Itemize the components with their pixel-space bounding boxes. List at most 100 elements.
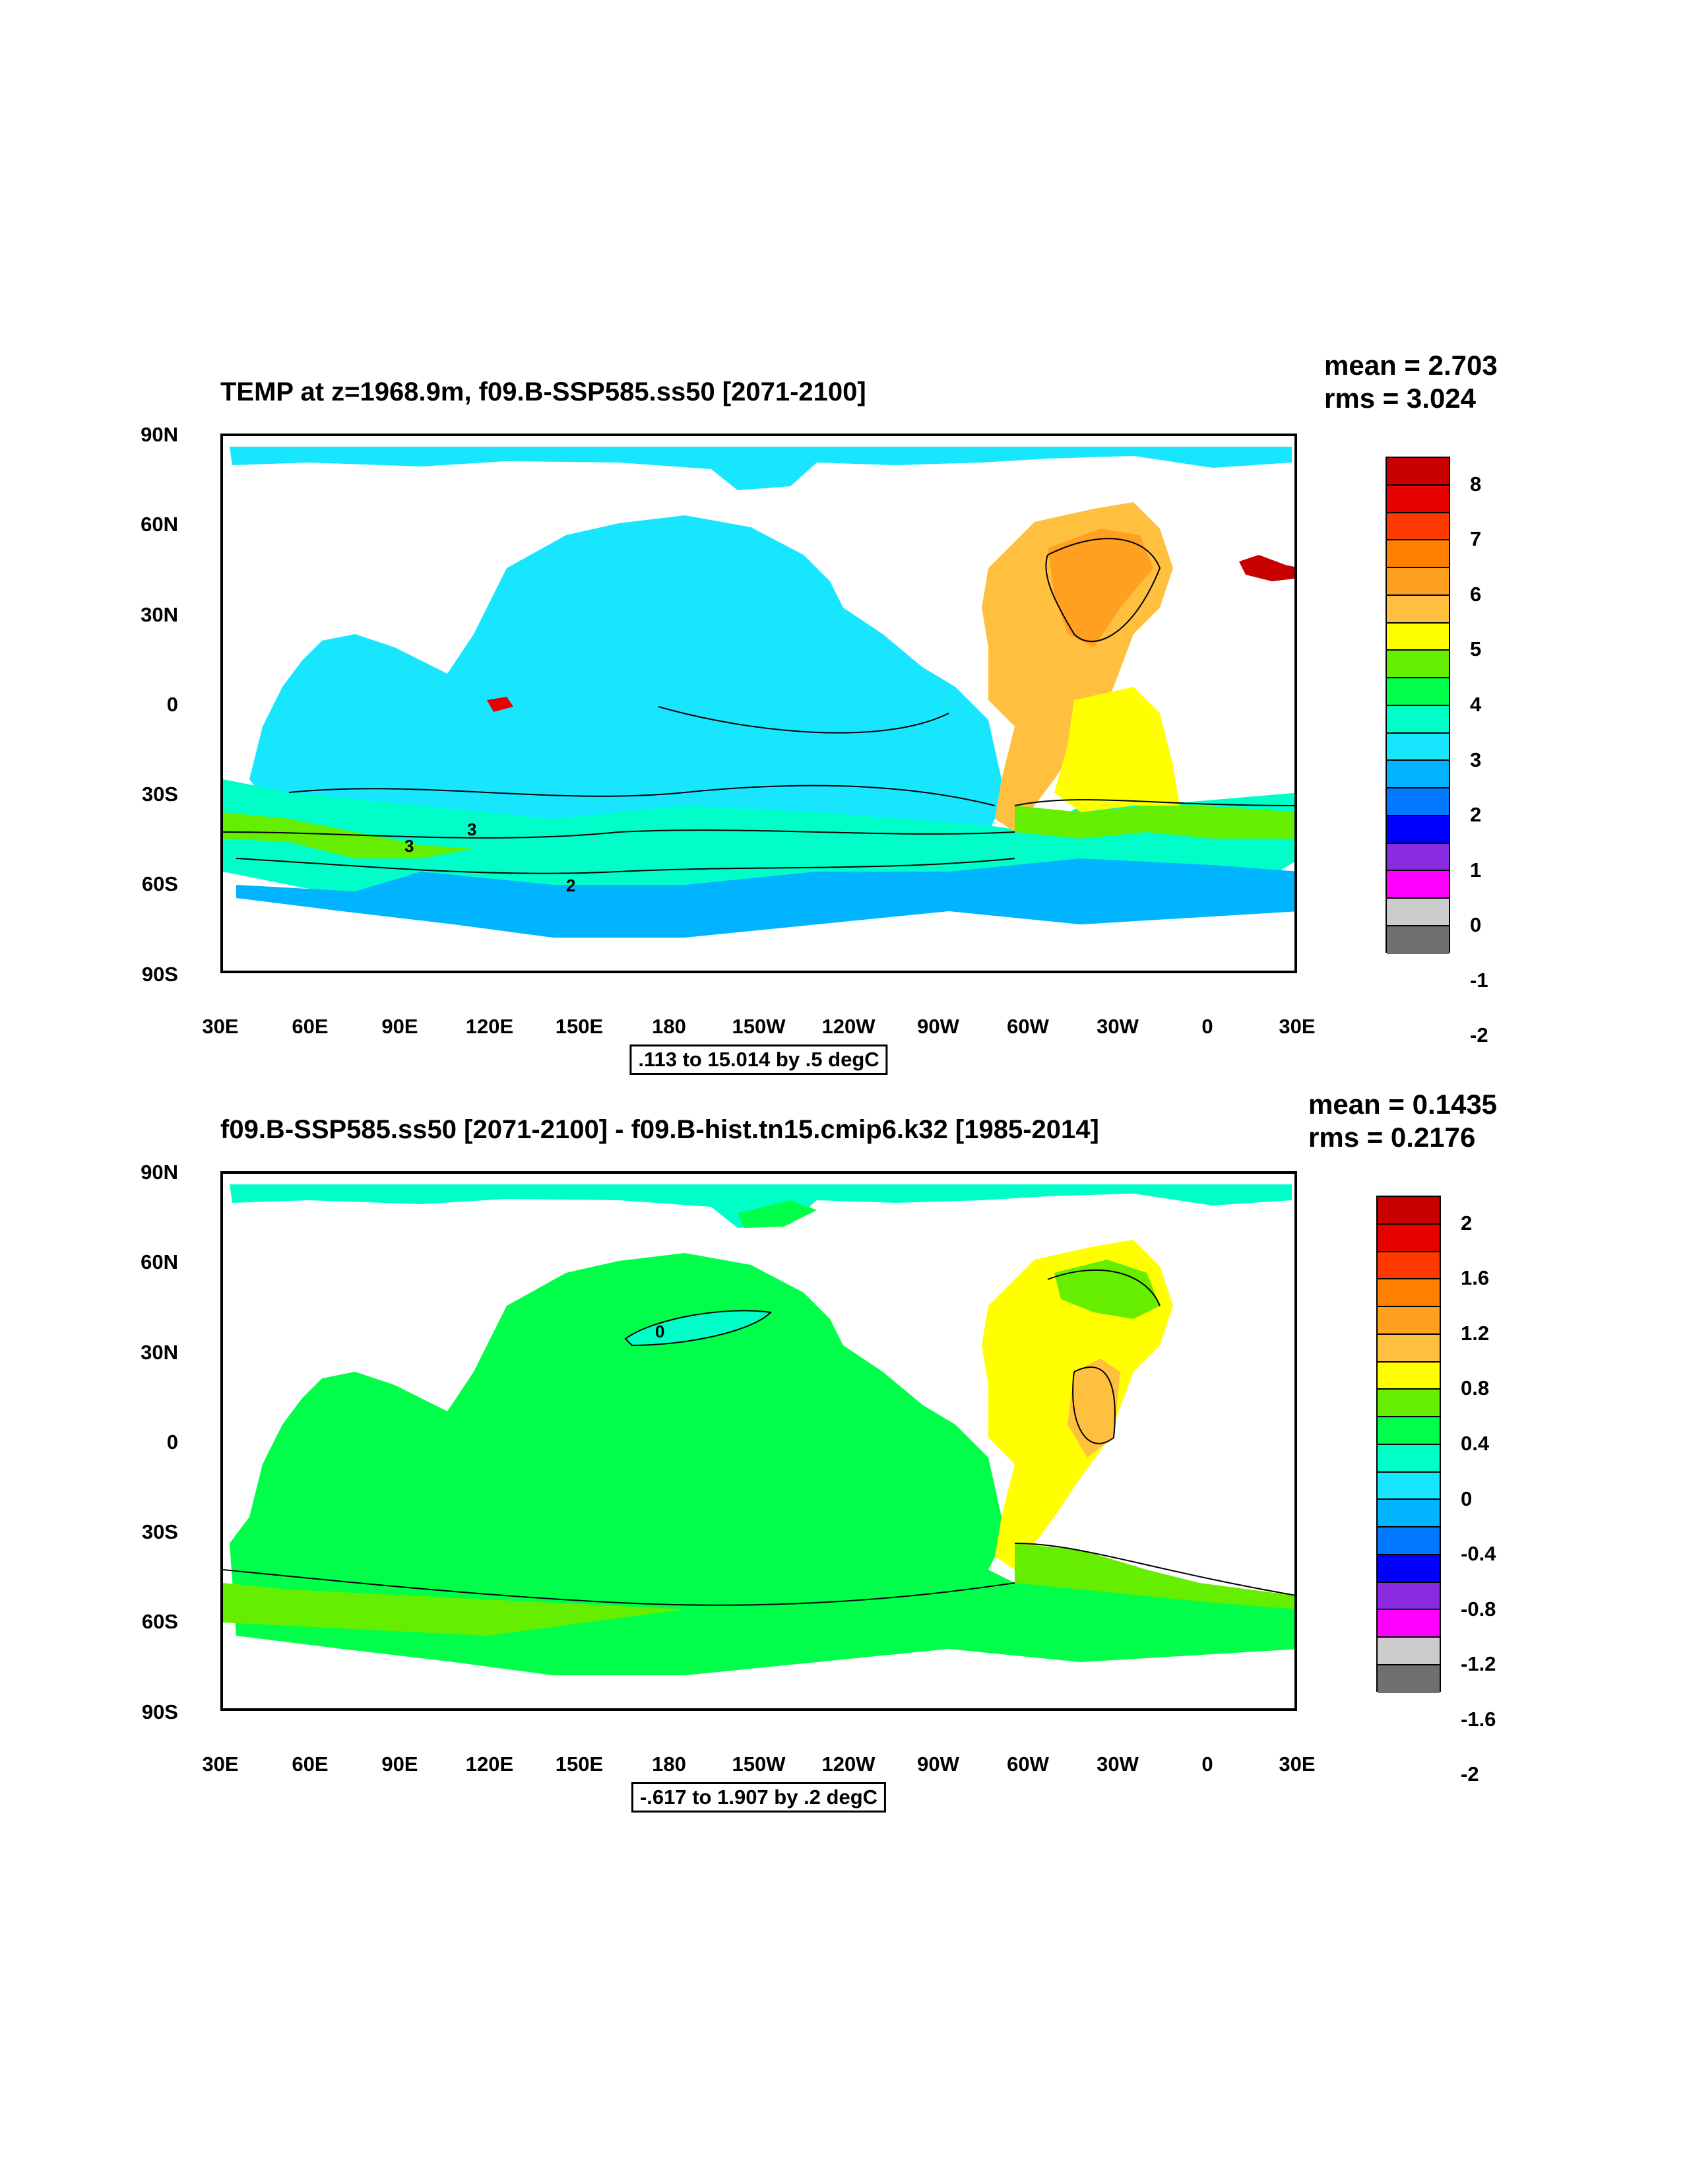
y-tick-label: 30N [141, 1341, 178, 1364]
contour-label: 3 [467, 819, 476, 839]
x-tick-label: 180 [652, 1752, 686, 1776]
pacific-ocean-region [249, 515, 1002, 839]
colorbar-swatch [1387, 651, 1449, 679]
y-tick-label: 60S [141, 1610, 178, 1633]
x-tick-label: 30W [1097, 1752, 1139, 1776]
colorbar-label: 3 [1470, 748, 1482, 771]
x-tick-label: 30E [1279, 1015, 1316, 1038]
colorbar-swatch [1378, 1252, 1440, 1280]
x-tick-label: 120E [465, 1752, 514, 1776]
x-tick-label: 60W [1007, 1015, 1049, 1038]
x-tick-label: 60E [292, 1015, 329, 1038]
x-tick-label: 150E [555, 1015, 604, 1038]
global-ocean-region [230, 1253, 1294, 1675]
colorbar-swatch [1378, 1362, 1440, 1390]
colorbar-label: 0 [1461, 1487, 1473, 1510]
colorbar-swatch [1387, 788, 1449, 816]
x-tick-label: 90W [917, 1015, 959, 1038]
colorbar-swatch [1378, 1279, 1440, 1308]
map-plot-area: 0 [220, 1171, 1297, 1711]
y-tick-label: 90S [141, 1700, 178, 1723]
colorbar-label: 4 [1470, 693, 1482, 716]
south-atlantic-band [1015, 1543, 1294, 1609]
rms-value: rms = 0.2176 [1308, 1122, 1476, 1153]
pacific-cold-patch [625, 1310, 771, 1345]
colorbar-swatch [1387, 816, 1449, 844]
map-panel-bottom: f09.B-SSP585.ss50 [2071-2100] - f09.B-hi… [0, 0, 1689, 1813]
x-tick-label: 90W [917, 1752, 959, 1776]
colorbar-label: 2 [1461, 1211, 1473, 1235]
colorbar-label: -0.8 [1461, 1597, 1496, 1621]
x-tick-label: 60E [292, 1752, 329, 1776]
contour-label: 0 [655, 1322, 664, 1341]
colorbar-swatch [1387, 705, 1449, 734]
map-panel-top: TEMP at z=1968.9m, f09.B-SSP585.ss50 [20… [0, 0, 1689, 1075]
colorbar-swatch [1387, 678, 1449, 706]
south-atlantic-band [1015, 806, 1294, 839]
colorbar-swatch [1378, 1638, 1440, 1666]
colorbar-swatch [1378, 1582, 1440, 1611]
arctic-ocean-region [230, 447, 1292, 490]
x-tick-label: 90E [381, 1752, 418, 1776]
panel-title: f09.B-SSP585.ss50 [2071-2100] - f09.B-hi… [220, 1115, 1099, 1144]
contour-label: 2 [566, 876, 575, 895]
colorbar-swatch [1387, 761, 1449, 789]
colorbar-label: 5 [1470, 637, 1482, 661]
colorbar-label: 0.4 [1461, 1432, 1490, 1455]
colorbar-swatch [1387, 899, 1449, 927]
x-tick-label: 120W [821, 1015, 876, 1038]
x-tick-label: 60W [1007, 1752, 1049, 1776]
colorbar-swatch [1378, 1417, 1440, 1445]
colorbar-swatch [1378, 1334, 1440, 1363]
panel-title: TEMP at z=1968.9m, f09.B-SSP585.ss50 [20… [220, 377, 866, 406]
colorbar-label: -1.6 [1461, 1707, 1496, 1731]
colorbar-swatch [1378, 1307, 1440, 1335]
southern-ocean-band [223, 1583, 685, 1636]
map-field: 3 3 2 [223, 447, 1294, 938]
colorbar-label: -2 [1461, 1762, 1479, 1786]
colorbar-swatch [1378, 1500, 1440, 1528]
antarctic-region [236, 858, 1294, 938]
contour-lines [223, 1269, 1294, 1606]
contour-label: 3 [404, 836, 414, 856]
colorbar [1386, 457, 1450, 954]
colorbar-swatch [1387, 843, 1449, 872]
colorbar-swatch [1378, 1224, 1440, 1252]
y-tick-label: 60N [141, 1250, 178, 1273]
colorbar-swatch [1378, 1665, 1440, 1693]
arctic-green-patch [738, 1200, 817, 1228]
colorbar-swatch [1387, 623, 1449, 651]
y-tick-label: 0 [166, 1430, 178, 1454]
arctic-ocean-region [230, 1184, 1292, 1228]
x-tick-label: 30W [1097, 1015, 1139, 1038]
y-tick-label: 0 [166, 693, 178, 716]
x-tick-label: 150W [732, 1752, 786, 1776]
colorbar-swatch [1387, 458, 1449, 486]
colorbar-swatch [1387, 540, 1449, 569]
colorbar-swatch [1378, 1472, 1440, 1500]
colorbar-label: 8 [1470, 472, 1482, 496]
x-tick-label: 30E [202, 1752, 239, 1776]
north-atlantic-green-band [1054, 1260, 1160, 1319]
x-tick-label: 120W [821, 1752, 876, 1776]
y-tick-label: 90S [141, 963, 178, 986]
indonesia-red-spot [487, 697, 513, 712]
map-field: 0 [223, 1184, 1294, 1675]
colorbar [1376, 1196, 1441, 1693]
colorbar-swatch [1378, 1610, 1440, 1638]
y-tick-label: 60N [141, 513, 178, 536]
x-tick-label: 0 [1201, 1015, 1213, 1038]
x-tick-label: 150E [555, 1752, 604, 1776]
y-tick-label: 30S [141, 783, 178, 806]
colorbar-swatch [1378, 1555, 1440, 1583]
colorbar-label: 6 [1470, 582, 1482, 606]
colorbar-swatch [1387, 568, 1449, 596]
x-tick-label: 120E [465, 1015, 514, 1038]
colorbar-label: 0 [1470, 913, 1482, 937]
colorbar-label: 7 [1470, 527, 1482, 551]
colorbar-swatch [1387, 595, 1449, 624]
colorbar-label: 0.8 [1461, 1376, 1490, 1400]
mean-value: mean = 0.1435 [1308, 1089, 1498, 1120]
colorbar-swatch [1387, 926, 1449, 954]
x-tick-label: 90E [381, 1015, 418, 1038]
